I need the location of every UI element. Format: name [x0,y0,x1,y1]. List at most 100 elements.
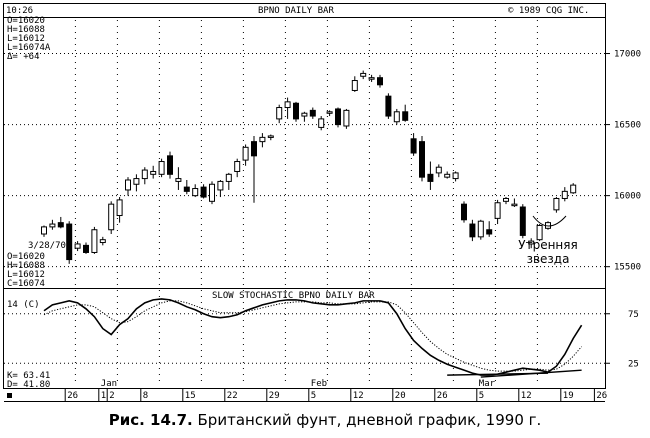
stoch-series-d [43,300,582,372]
candle [519,204,526,239]
candle [335,107,341,128]
candle [259,133,266,148]
candle [393,108,400,125]
candle [293,101,299,122]
candle [494,199,501,225]
candle [427,161,434,190]
candle [536,224,543,242]
candle [125,177,131,196]
candle [116,197,123,223]
candle [553,197,560,213]
quote-bottom-low: L=16012 [7,270,45,280]
caption-text: Британский фунт, дневной график, 1990 г. [192,411,542,429]
candle [452,171,459,182]
morning-star-arc [532,215,567,227]
price-tick-label: 16000 [614,192,641,202]
copyright: © 1989 CQG INC. [508,6,589,16]
candle [66,221,73,264]
figure-caption: Рис. 14.7. Британский фунт, дневной граф… [0,411,650,429]
candle [209,181,215,205]
candle [167,151,173,179]
candle [150,165,157,179]
candle [276,104,283,124]
candle [511,198,518,207]
axis-marker [7,393,12,398]
date-tick-label: 5 [479,391,484,401]
quote-change: Δ= +64 [7,52,40,62]
candle [133,174,140,192]
bpno-daily-chart: 10:26 BPNO DAILY BAR © 1989 CQG INC. 155… [3,3,641,402]
candle [49,219,56,230]
date-tick-label: 22 [227,391,238,401]
quote-bottom-close: C=16074 [7,279,45,289]
header-time: 10:26 [6,6,33,16]
caption-prefix: Рис. 14.7. [108,411,193,429]
candle [200,184,207,199]
date-axis: 26 1 2 8 15 22 29 5 12 20 26 5 12 19 26 Jan Feb Mar [7,379,607,401]
candle [192,184,199,198]
grid-layer [4,20,605,386]
date-tick-label: 8 [143,391,148,401]
quote-block-top: O=16020 H=16088 L=16012 L=16074A Δ= +64 [7,16,51,62]
candle [561,187,568,202]
candle [183,180,190,195]
candle [419,135,425,182]
candle [242,144,249,166]
stoch-d-label: D= 41.80 [7,380,50,390]
stoch-period: 14 (C) [7,300,40,310]
date-tick-label: 20 [395,391,406,401]
quote-block-bottom: 3/28/70 O=16020 H=16088 L=16012 C=16074 [7,241,66,289]
candle [57,216,64,229]
candle [284,97,291,119]
candle [175,167,182,190]
candle [251,135,257,203]
chart-title: BPNO DAILY BAR [258,6,334,16]
date-tick-label: 15 [185,391,196,401]
candle [83,242,89,254]
candle [343,108,350,129]
candle [385,93,392,119]
price-axis: 15500 16000 16500 17000 [605,50,641,273]
quote-date: 3/28/70 [28,241,66,251]
stoch-k-label: K= 63.41 [7,371,50,381]
price-tick-label: 17000 [614,50,641,60]
candle [461,201,467,223]
date-tick-label: 26 [596,391,607,401]
candle [326,110,333,117]
stoch-layer [43,298,583,378]
stoch-tick-label: 25 [628,359,639,369]
annotation-line2: звезда [527,252,570,266]
candle [99,236,106,246]
candle [469,219,476,242]
date-tick-label: 26 [437,391,448,401]
price-tick-label: 15500 [614,263,641,273]
candle [368,74,375,82]
month-label: Feb [311,379,327,389]
date-tick-label: 19 [563,391,574,401]
stoch-trendline [447,372,549,376]
candle [318,116,325,131]
candle [435,164,442,178]
candle [410,133,417,156]
candle [301,111,308,122]
candle [267,134,274,141]
candle [570,183,577,194]
candle [503,197,509,205]
candle [41,225,47,237]
quote-low: L=16012 [7,34,45,44]
candle [477,219,484,240]
quote-last: L=16074A [7,43,51,53]
candle [444,171,451,179]
date-tick-label: 5 [311,391,316,401]
candle [141,167,148,185]
date-tick-label: 2 [109,391,114,401]
candle [225,172,232,190]
candle [108,201,115,234]
quote-open: O=16020 [7,16,45,26]
candle [309,107,316,119]
candle [528,238,535,249]
date-tick-label: 12 [521,391,532,401]
candle [217,180,224,198]
month-label: Mar [479,379,496,389]
stoch-title: SLOW STOCHASTIC BPNO DAILY BAR [212,291,375,301]
